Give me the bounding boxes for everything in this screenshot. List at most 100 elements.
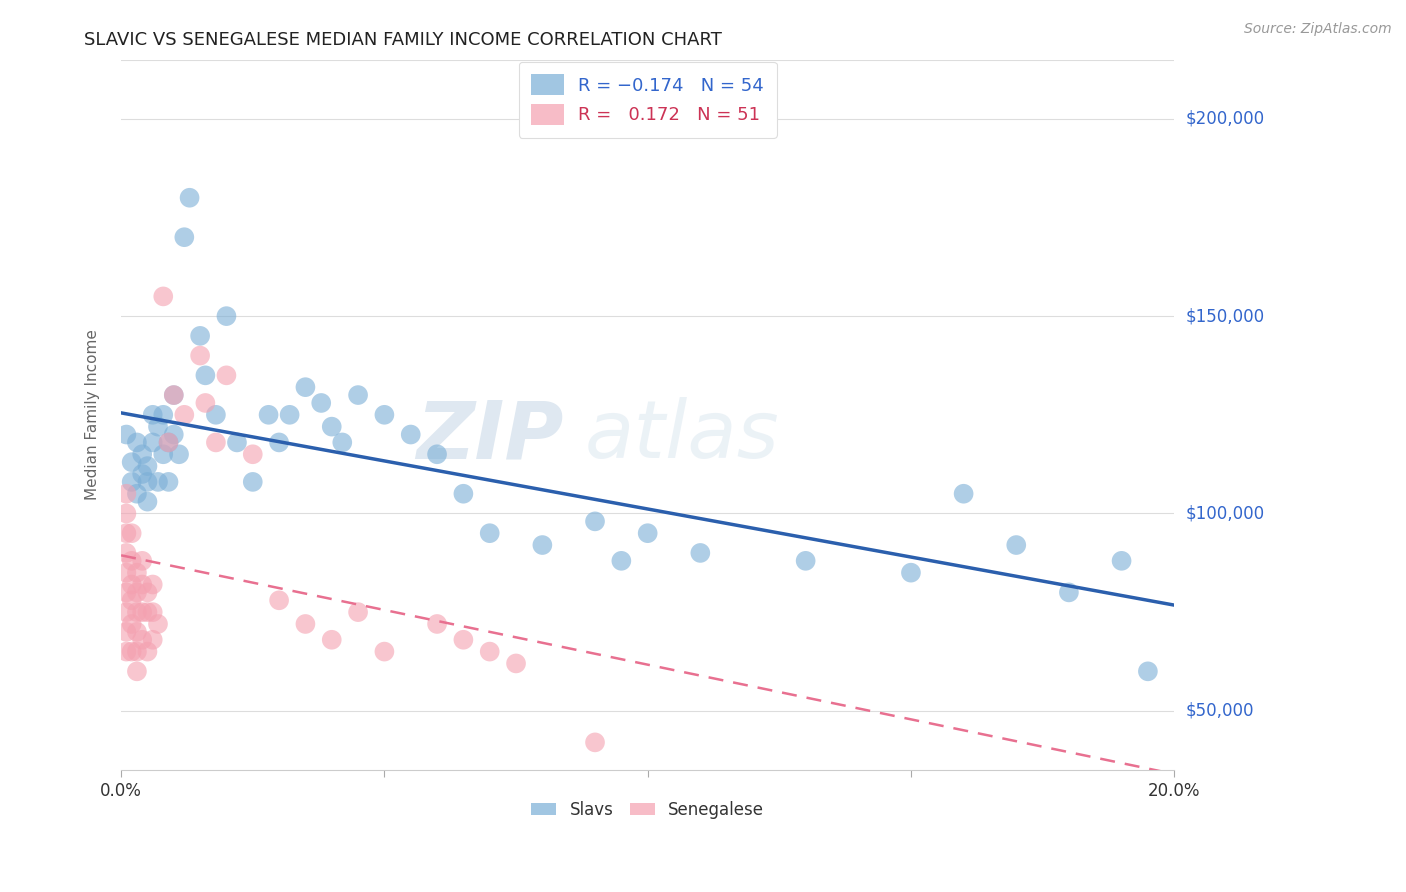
Point [121,617,143,632]
Point [330,435,353,450]
Point [163,388,186,402]
Point [453,632,475,647]
Point [373,644,395,658]
Point [121,526,143,541]
Point [321,419,343,434]
Point [188,349,211,363]
Text: atlas: atlas [585,397,779,475]
Point [131,447,153,461]
Text: ZIP: ZIP [416,397,564,475]
Point [115,644,138,658]
Point [115,566,138,580]
Text: $150,000: $150,000 [1185,307,1264,325]
Point [136,585,159,599]
Point [157,475,180,489]
Point [309,396,332,410]
Point [399,427,422,442]
Point [294,380,316,394]
Point [294,617,316,632]
Text: $50,000: $50,000 [1185,702,1254,720]
Point [125,435,148,450]
Point [121,554,143,568]
Point [157,435,180,450]
Point [115,427,138,442]
Point [121,593,143,607]
Text: $100,000: $100,000 [1185,505,1264,523]
Point [125,585,148,599]
Point [125,605,148,619]
Point [179,191,201,205]
Point [347,388,370,402]
Point [689,546,711,560]
Text: SLAVIC VS SENEGALESE MEDIAN FAMILY INCOME CORRELATION CHART: SLAVIC VS SENEGALESE MEDIAN FAMILY INCOM… [84,31,723,49]
Text: Source: ZipAtlas.com: Source: ZipAtlas.com [1244,22,1392,37]
Point [194,368,217,383]
Point [373,408,395,422]
Point [257,408,280,422]
Point [115,526,138,541]
Point [125,644,148,658]
Point [188,329,211,343]
Point [115,624,138,639]
Point [115,507,138,521]
Point [163,427,186,442]
Point [142,577,165,591]
Point [426,447,449,461]
Point [125,566,148,580]
Point [121,455,143,469]
Point [115,605,138,619]
Point [269,593,291,607]
Point [205,408,228,422]
Point [173,230,195,244]
Point [1057,585,1080,599]
Point [205,435,228,450]
Point [900,566,922,580]
Point [131,554,153,568]
Point [531,538,554,552]
Point [146,419,169,434]
Point [125,665,148,679]
Point [125,487,148,501]
Point [136,644,159,658]
Point [637,526,659,541]
Point [1005,538,1028,552]
Point [215,309,238,323]
Point [131,467,153,481]
Point [194,396,217,410]
Point [121,577,143,591]
Point [146,617,169,632]
Y-axis label: Median Family Income: Median Family Income [86,329,100,500]
Point [131,577,153,591]
Point [794,554,817,568]
Point [952,487,974,501]
Point [583,735,606,749]
Point [157,435,180,450]
Point [453,487,475,501]
Point [121,475,143,489]
Point [131,632,153,647]
Point [242,475,264,489]
Point [173,408,195,422]
Point [121,644,143,658]
Point [347,605,370,619]
Point [163,388,186,402]
Point [505,657,527,671]
Point [478,644,501,658]
Point [142,632,165,647]
Point [1111,554,1133,568]
Point [478,526,501,541]
Point [115,585,138,599]
Point [136,494,159,508]
Point [142,435,165,450]
Point [136,475,159,489]
Point [152,289,174,303]
Point [152,447,174,461]
Point [242,447,264,461]
Point [115,546,138,560]
Text: $200,000: $200,000 [1185,110,1264,128]
Point [278,408,301,422]
Point [610,554,633,568]
Legend: Slavs, Senegalese: Slavs, Senegalese [524,794,770,826]
Point [321,632,343,647]
Point [269,435,291,450]
